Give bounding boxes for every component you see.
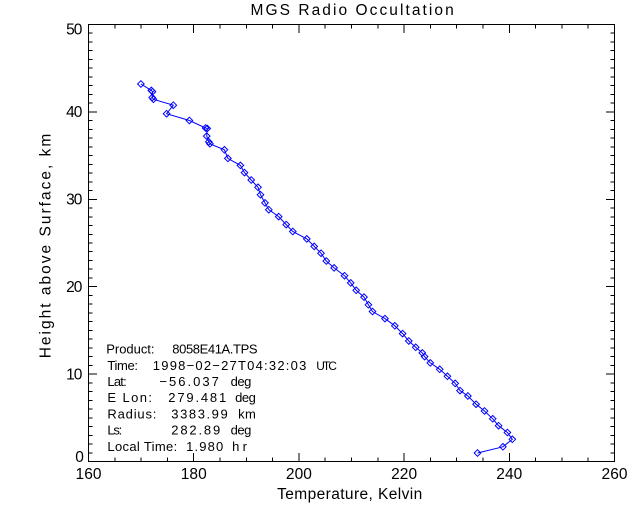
svg-text:220: 220: [391, 466, 417, 483]
svg-text:Ls:: Ls:: [107, 423, 122, 438]
svg-text:240: 240: [496, 466, 522, 483]
svg-text:30: 30: [66, 192, 83, 209]
svg-text:180: 180: [181, 466, 207, 483]
svg-text:−56.037: −56.037: [159, 374, 218, 389]
svg-text:260: 260: [602, 466, 628, 483]
svg-text:8058E41A.TPS: 8058E41A.TPS: [172, 342, 258, 357]
svg-text:20: 20: [66, 279, 83, 296]
svg-text:E Lon:: E Lon:: [107, 390, 152, 405]
svg-text:Radius:: Radius:: [107, 406, 156, 421]
svg-text:1998−02−27T04:32:03: 1998−02−27T04:32:03: [153, 358, 306, 373]
svg-text:km: km: [238, 406, 256, 421]
svg-text:279.481: 279.481: [168, 390, 226, 405]
svg-text:Local Time:: Local Time:: [107, 439, 177, 454]
svg-text:Height above Surface, km: Height above Surface, km: [38, 134, 55, 359]
svg-text:deg: deg: [231, 423, 252, 438]
svg-text:50: 50: [66, 21, 83, 38]
svg-text:40: 40: [66, 104, 83, 121]
svg-text:MGS Radio Occultation: MGS Radio Occultation: [251, 2, 454, 19]
svg-text:10: 10: [66, 366, 83, 383]
svg-text:Temperature, Kelvin: Temperature, Kelvin: [277, 486, 422, 503]
svg-text:3383.99: 3383.99: [171, 406, 227, 421]
svg-text:UTC: UTC: [316, 359, 337, 373]
svg-text:1.980: 1.980: [186, 439, 223, 454]
svg-text:160: 160: [76, 466, 102, 483]
svg-text:Time:: Time:: [107, 358, 138, 373]
svg-text:Lat:: Lat:: [107, 374, 126, 389]
svg-text:deg: deg: [235, 390, 256, 405]
svg-text:282.89: 282.89: [171, 423, 220, 438]
svg-text:0: 0: [75, 449, 84, 466]
svg-text:deg: deg: [231, 374, 252, 389]
svg-text:200: 200: [286, 466, 312, 483]
svg-text:Product:: Product:: [106, 342, 154, 357]
